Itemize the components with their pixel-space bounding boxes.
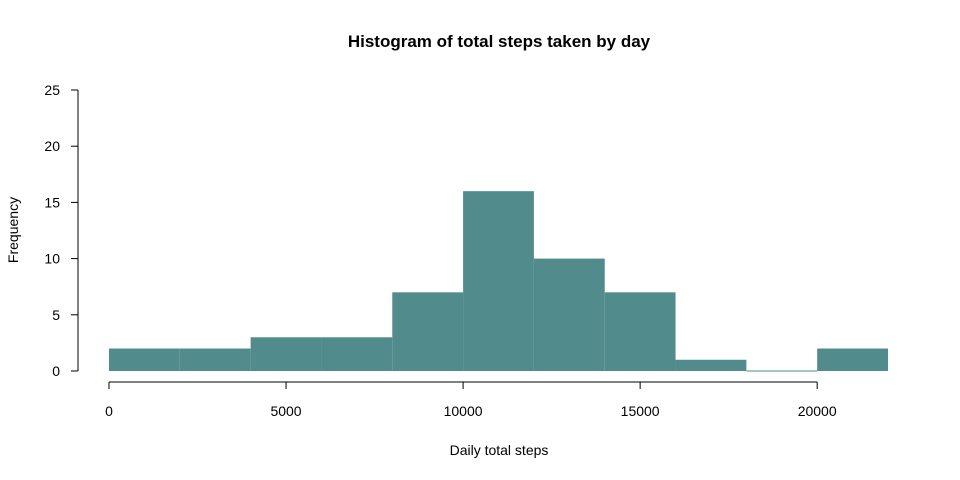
- y-tick-label: 20: [44, 138, 60, 154]
- y-axis-label: Frequency: [5, 197, 21, 263]
- chart-title: Histogram of total steps taken by day: [348, 32, 651, 51]
- y-tick-label: 15: [44, 194, 60, 210]
- x-tick-label: 0: [105, 403, 113, 419]
- histogram-bar: [746, 370, 818, 372]
- histogram-bar: [604, 292, 676, 371]
- y-tick-label: 0: [52, 363, 60, 379]
- x-axis-label: Daily total steps: [450, 442, 549, 458]
- histogram-bar: [321, 337, 393, 371]
- x-tick-label: 15000: [621, 403, 660, 419]
- histogram-bar: [392, 292, 464, 371]
- x-tick-label: 20000: [798, 403, 837, 419]
- x-tick-label: 10000: [444, 403, 483, 419]
- histogram-bar: [179, 348, 251, 371]
- histogram-bar: [109, 348, 180, 371]
- histogram-bar: [533, 258, 605, 371]
- x-axis-ticks: 0 5000 10000 15000 20000: [105, 382, 837, 419]
- y-axis-ticks: 0 5 10 15 20 25: [44, 82, 78, 379]
- histogram-bar: [250, 337, 322, 371]
- y-tick-label: 5: [52, 307, 60, 323]
- bars-group: [109, 191, 888, 372]
- y-tick-label: 10: [44, 251, 60, 267]
- histogram-bar: [675, 359, 747, 371]
- x-tick-label: 5000: [270, 403, 301, 419]
- histogram-bar: [817, 348, 888, 371]
- y-tick-label: 25: [44, 82, 60, 98]
- histogram-bar: [463, 191, 534, 371]
